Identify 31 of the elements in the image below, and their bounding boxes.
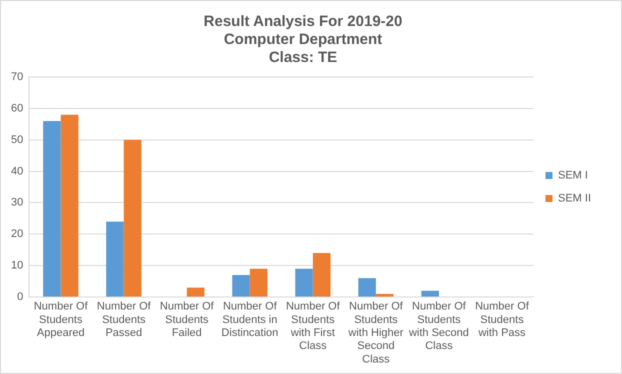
bar — [106, 222, 124, 296]
bar — [376, 294, 394, 296]
bar — [186, 288, 204, 296]
bar — [421, 290, 439, 296]
bar — [358, 278, 376, 296]
x-tick-label: Number Of Students Appeared — [34, 300, 89, 340]
y-tick-label: 70 — [10, 71, 24, 84]
y-tick-label: 0 — [17, 291, 24, 304]
x-tick-label: Number Of Students in Distincation — [221, 300, 278, 340]
x-tick-label: Number Of Students with Second Class — [408, 300, 469, 352]
y-tick-label: 40 — [10, 165, 24, 178]
x-tick-label: Number Of Students with Pass — [475, 300, 530, 340]
x-tick-label: Number Of Students Passed — [96, 300, 152, 340]
y-tick-label: 10 — [10, 260, 24, 272]
x-tick-label: Number Of Students Failed — [160, 300, 215, 340]
bar — [60, 114, 78, 296]
bar — [312, 253, 331, 296]
y-tick-label: 20 — [10, 228, 24, 240]
bar — [295, 268, 313, 296]
chart-title: Result Analysis For 2019-20 Computer Department Class: TE — [204, 13, 402, 66]
bar — [43, 121, 61, 296]
y-tick-label: 60 — [10, 102, 24, 114]
x-tick-label: Number Of Students with First Class — [286, 300, 341, 352]
x-tick-label: Number Of Students with Higher Second Class — [347, 300, 404, 366]
y-tick-label: 30 — [10, 196, 24, 209]
bar — [250, 268, 268, 296]
legend-label: SEM II — [558, 192, 592, 205]
bar — [232, 275, 250, 296]
bar — [124, 140, 142, 296]
y-tick-label: 50 — [10, 134, 24, 146]
legend-label: SEM I — [558, 170, 588, 182]
